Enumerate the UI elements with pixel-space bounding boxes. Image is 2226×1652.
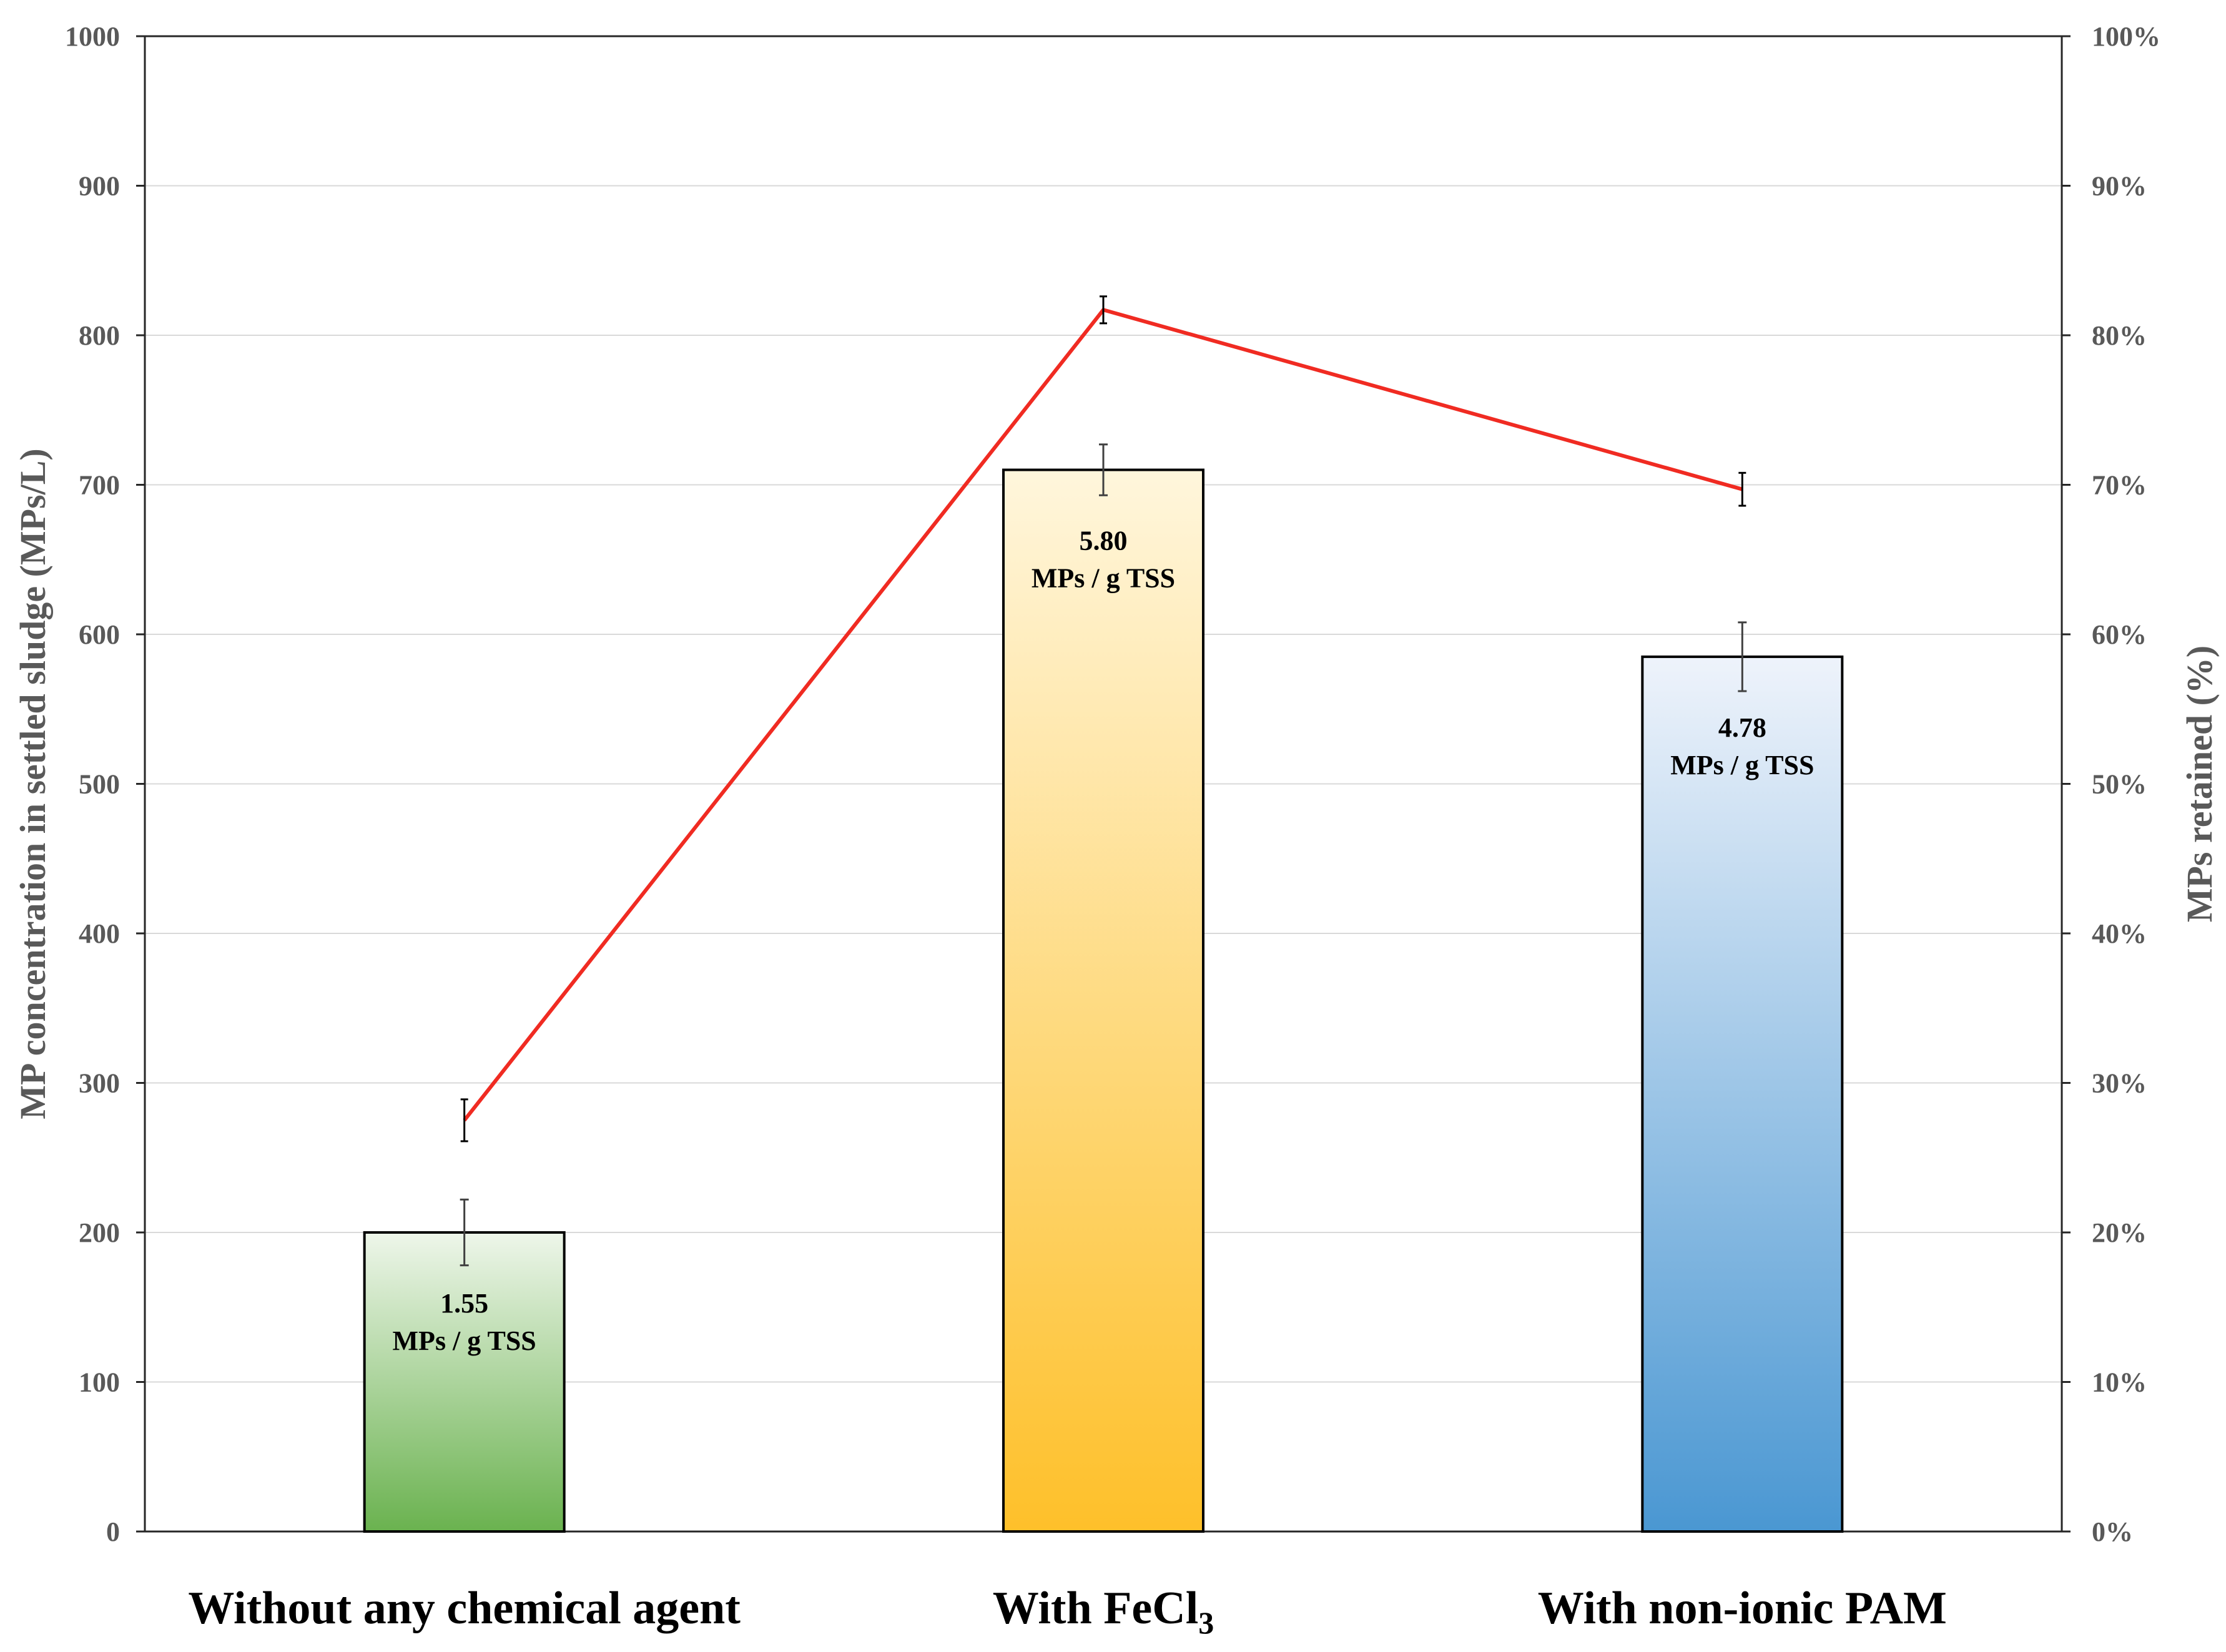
left-axis-title: MP concentration in settled sludge (MPs/… <box>12 448 53 1119</box>
right-axis-title: MPs retained (%) <box>2179 646 2220 923</box>
right-axis-ticks: 0% 10% 20% 30% 40% 50% 60% 70% 80% 90% 100% <box>2062 21 2160 1547</box>
line-series <box>460 295 1746 1143</box>
left-tick-label: 100 <box>79 1367 120 1398</box>
left-tick-label: 200 <box>79 1217 120 1248</box>
right-tick-label: 90% <box>2092 171 2147 202</box>
bar <box>363 1231 566 1533</box>
category-label-subscript: 3 <box>1198 1605 1214 1640</box>
left-tick-label: 300 <box>79 1068 120 1099</box>
left-tick-label: 1000 <box>65 21 120 52</box>
right-tick-label: 80% <box>2092 320 2147 351</box>
category-label-main: Without any chemical agent <box>188 1583 741 1634</box>
bar-data-label-unit: MPs / g TSS <box>393 1325 536 1356</box>
bar-data-label-unit: MPs / g TSS <box>1670 750 1814 780</box>
bar-series: 1.55 MPs / g TSS 5.80 MPs / g TSS 4.78 MPs / … <box>363 443 1844 1533</box>
right-tick-label: 10% <box>2092 1367 2147 1398</box>
left-tick-label: 900 <box>79 171 120 202</box>
right-tick-label: 20% <box>2092 1217 2147 1248</box>
right-tick-label: 50% <box>2092 769 2147 800</box>
category-label: Without any chemical agent <box>188 1583 741 1634</box>
bar-data-label-value: 5.80 <box>1080 526 1128 556</box>
right-tick-label: 40% <box>2092 918 2147 949</box>
left-axis-ticks: 0 100 200 300 400 500 600 700 800 900 1000 <box>65 21 145 1547</box>
left-tick-label: 500 <box>79 769 120 800</box>
right-tick-label: 70% <box>2092 470 2147 501</box>
bar <box>1002 468 1204 1533</box>
right-tick-label: 0% <box>2092 1517 2133 1547</box>
left-tick-label: 400 <box>79 918 120 949</box>
category-labels: Without any chemical agent With FeCl3 With… <box>188 1583 1947 1640</box>
bar-data-label-value: 1.55 <box>440 1288 488 1319</box>
left-tick-label: 700 <box>79 470 120 501</box>
category-label-main: With FeCl <box>993 1583 1199 1634</box>
category-label: With non-ionic PAM <box>1538 1583 1947 1634</box>
right-tick-label: 100% <box>2092 21 2160 52</box>
left-tick-label: 600 <box>79 619 120 650</box>
right-tick-label: 60% <box>2092 619 2147 650</box>
category-label-main: With non-ionic PAM <box>1538 1583 1947 1634</box>
left-tick-label: 0 <box>106 1517 120 1547</box>
left-tick-label: 800 <box>79 320 120 351</box>
bar-data-label-unit: MPs / g TSS <box>1032 563 1175 594</box>
bar <box>1641 655 1844 1533</box>
category-label: With FeCl3 <box>993 1583 1214 1640</box>
bar-data-label-value: 4.78 <box>1718 712 1766 743</box>
right-tick-label: 30% <box>2092 1068 2147 1099</box>
